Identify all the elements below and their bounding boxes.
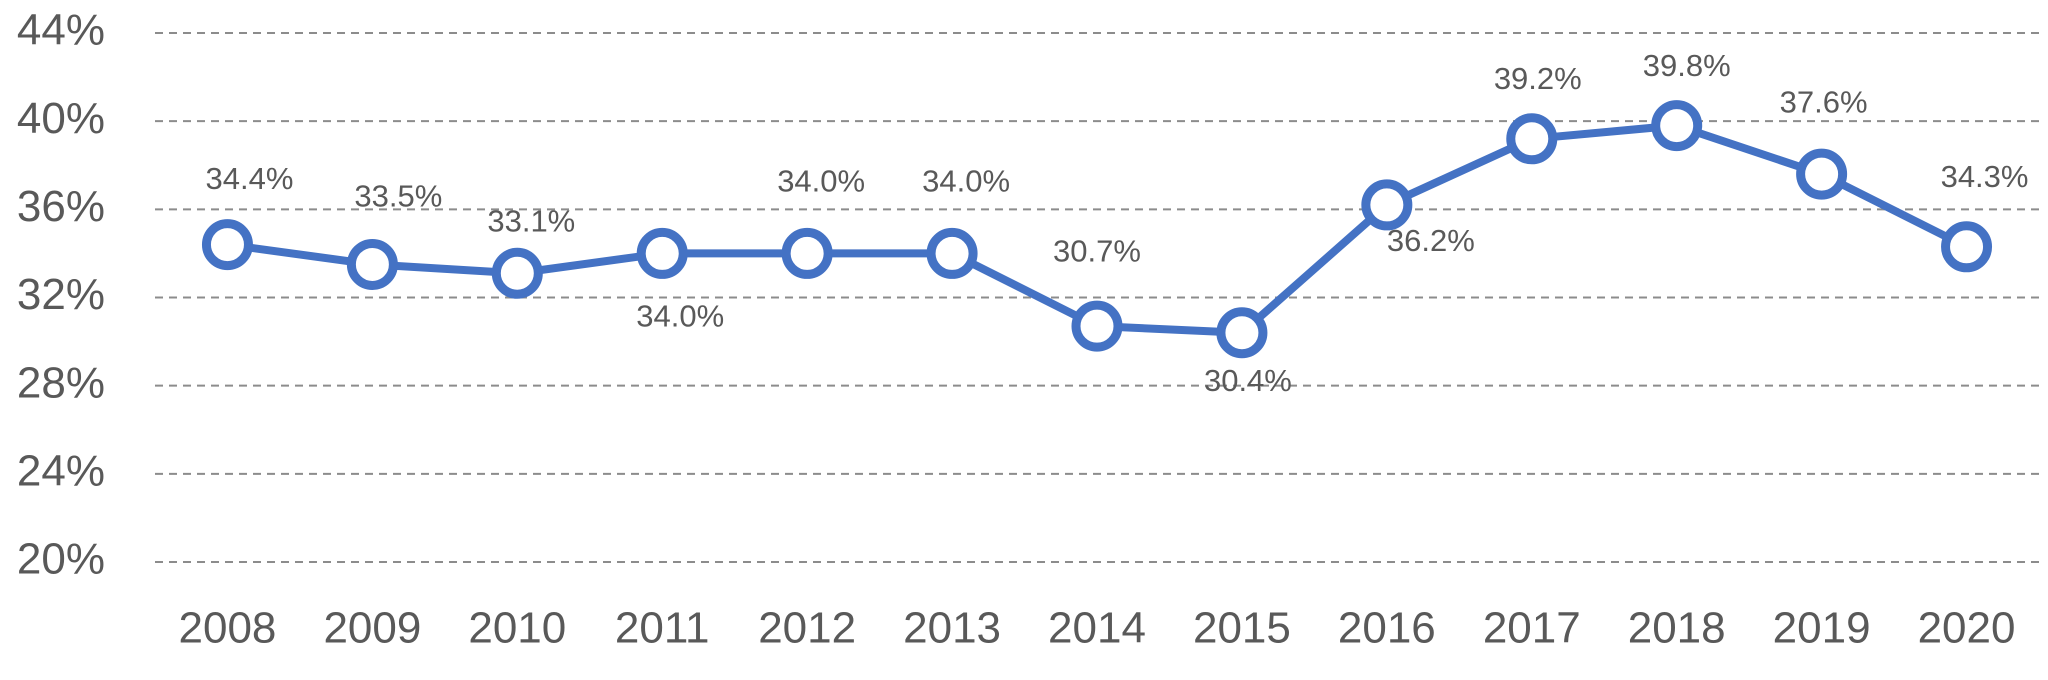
data-point (1216, 307, 1268, 359)
x-tick-label: 2012 (758, 604, 856, 653)
x-tick-label: 2015 (1193, 604, 1291, 653)
data-point (1361, 179, 1413, 231)
data-label: 34.4% (206, 161, 294, 196)
data-label: 39.2% (1494, 61, 1582, 96)
data-label: 30.7% (1053, 233, 1141, 268)
x-tick-label: 2014 (1048, 604, 1146, 653)
data-point (926, 227, 978, 279)
data-point (1651, 100, 1703, 152)
x-tick-label: 2010 (468, 604, 566, 653)
y-tick-label: 28% (17, 358, 105, 407)
x-tick-label: 2016 (1338, 604, 1436, 653)
y-tick-label: 44% (17, 6, 105, 55)
x-tick-label: 2009 (323, 604, 421, 653)
data-label: 33.1% (487, 203, 575, 238)
data-point (491, 247, 543, 299)
y-tick-label: 32% (17, 270, 105, 319)
x-tick-label: 2008 (179, 604, 277, 653)
x-tick-label: 2018 (1628, 604, 1726, 653)
x-tick-label: 2019 (1773, 604, 1871, 653)
data-label: 34.3% (1941, 159, 2029, 194)
data-point (636, 227, 688, 279)
data-label: 34.0% (777, 164, 865, 199)
data-point (781, 227, 833, 279)
data-label: 34.0% (636, 299, 724, 334)
data-label: 39.8% (1643, 48, 1731, 83)
x-tick-label: 2020 (1918, 604, 2016, 653)
x-tick-label: 2017 (1483, 604, 1581, 653)
x-tick-label: 2011 (615, 604, 710, 653)
x-tick-label: 2013 (903, 604, 1001, 653)
y-tick-label: 20% (17, 535, 105, 584)
y-tick-label: 24% (17, 446, 105, 495)
data-label: 30.4% (1204, 363, 1292, 398)
data-point (1071, 300, 1123, 352)
y-tick-label: 40% (17, 94, 105, 143)
y-tick-label: 36% (17, 182, 105, 231)
data-point (201, 219, 253, 271)
data-point (346, 238, 398, 290)
data-point (1506, 113, 1558, 165)
data-label: 34.0% (922, 164, 1010, 199)
data-point (1941, 221, 1993, 273)
data-label: 33.5% (354, 179, 442, 214)
data-label: 37.6% (1780, 84, 1868, 119)
data-point (1796, 148, 1848, 200)
data-label: 36.2% (1387, 223, 1475, 258)
